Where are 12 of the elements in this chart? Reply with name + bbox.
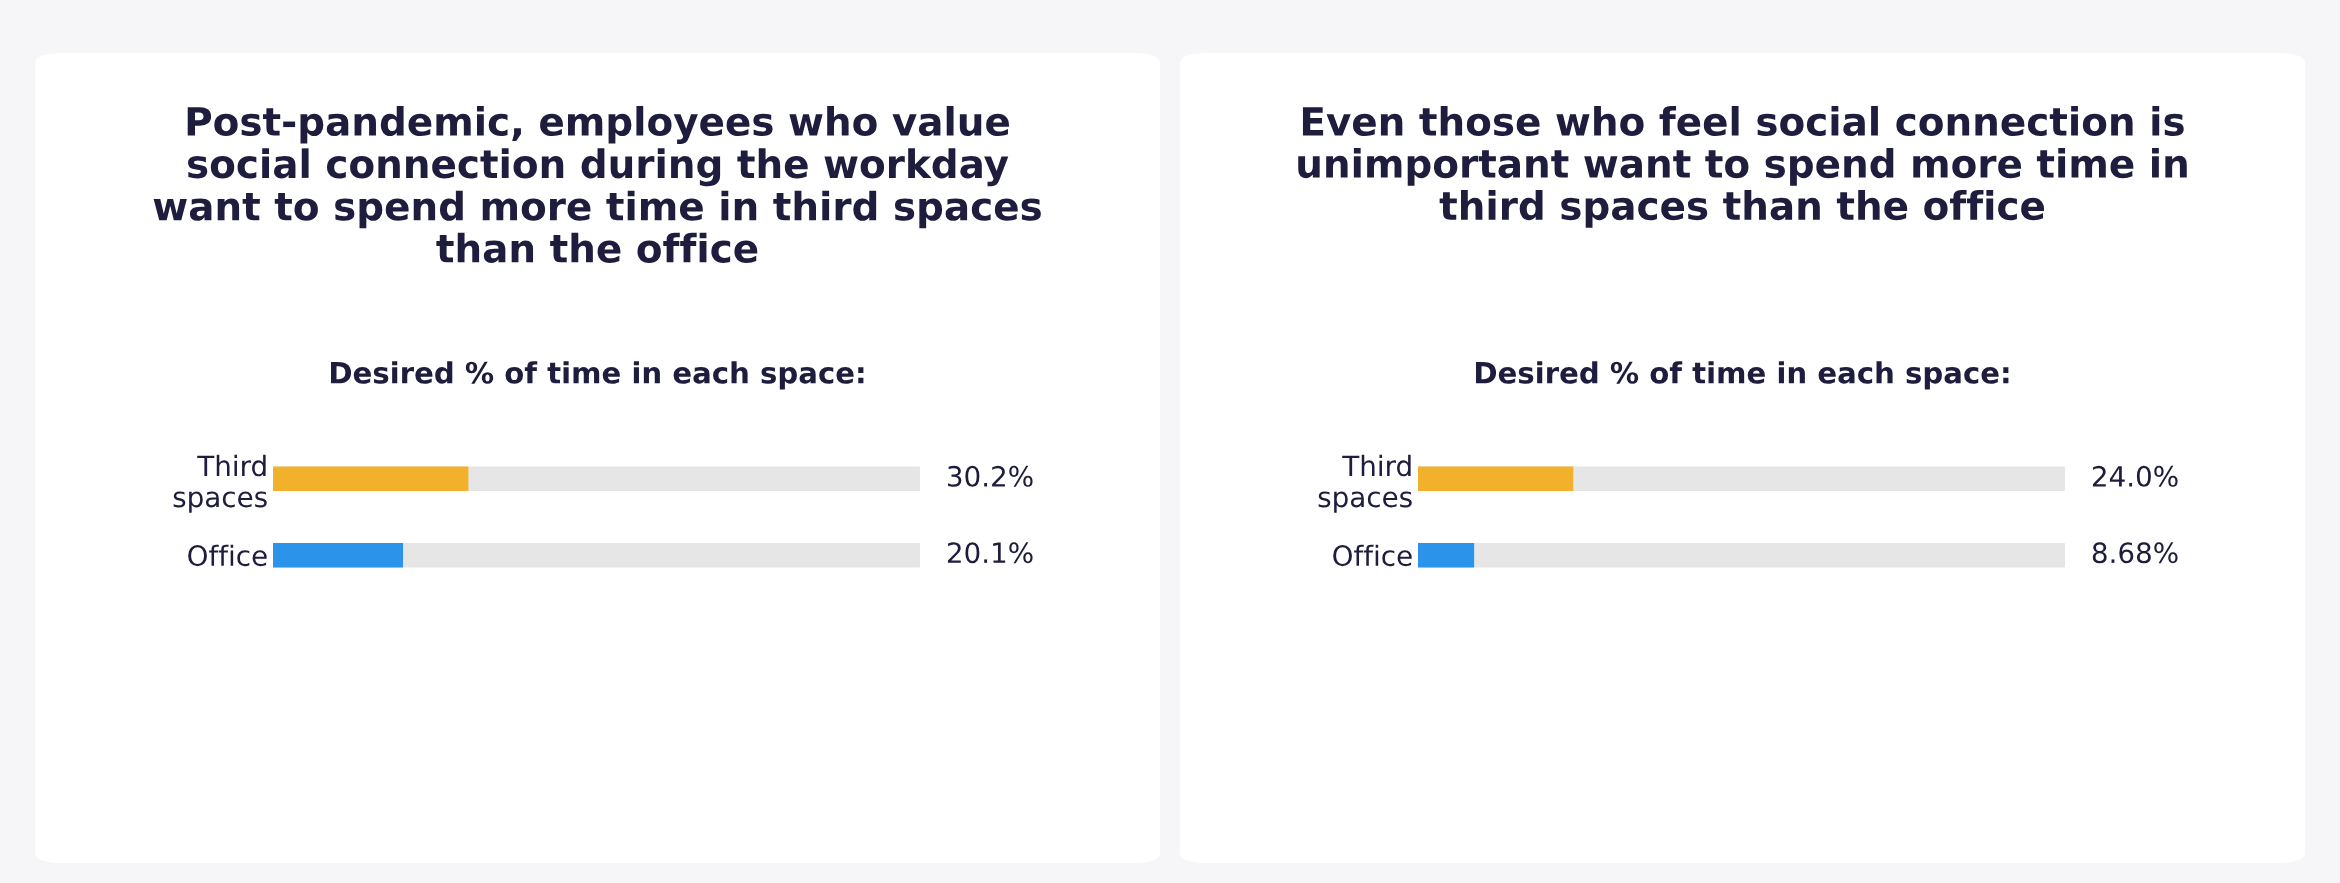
y-tick-label: Office xyxy=(1333,544,1412,567)
chart-title: Even those who feel social connection is unimportant want to spend more time in third spaces than the office xyxy=(1298,105,2187,228)
y-tick-label: Office xyxy=(188,544,267,567)
y-tick-label: Third spaces xyxy=(173,454,267,513)
data-label: 24.0% xyxy=(2092,465,2178,487)
chart-subtitle: Desired % of time in each space: xyxy=(1476,361,2009,390)
chart-subtitle: Desired % of time in each space: xyxy=(331,361,864,390)
data-label: 30.2% xyxy=(948,465,1033,487)
data-label: 8.68% xyxy=(2092,542,2178,564)
y-tick-label: Third spaces xyxy=(1318,454,1412,513)
chart-title: Post-pandemic, employees who value social connection during the workday want to spend more time in third spaces than the office xyxy=(153,105,1041,263)
data-label: 20.1% xyxy=(947,542,1033,564)
